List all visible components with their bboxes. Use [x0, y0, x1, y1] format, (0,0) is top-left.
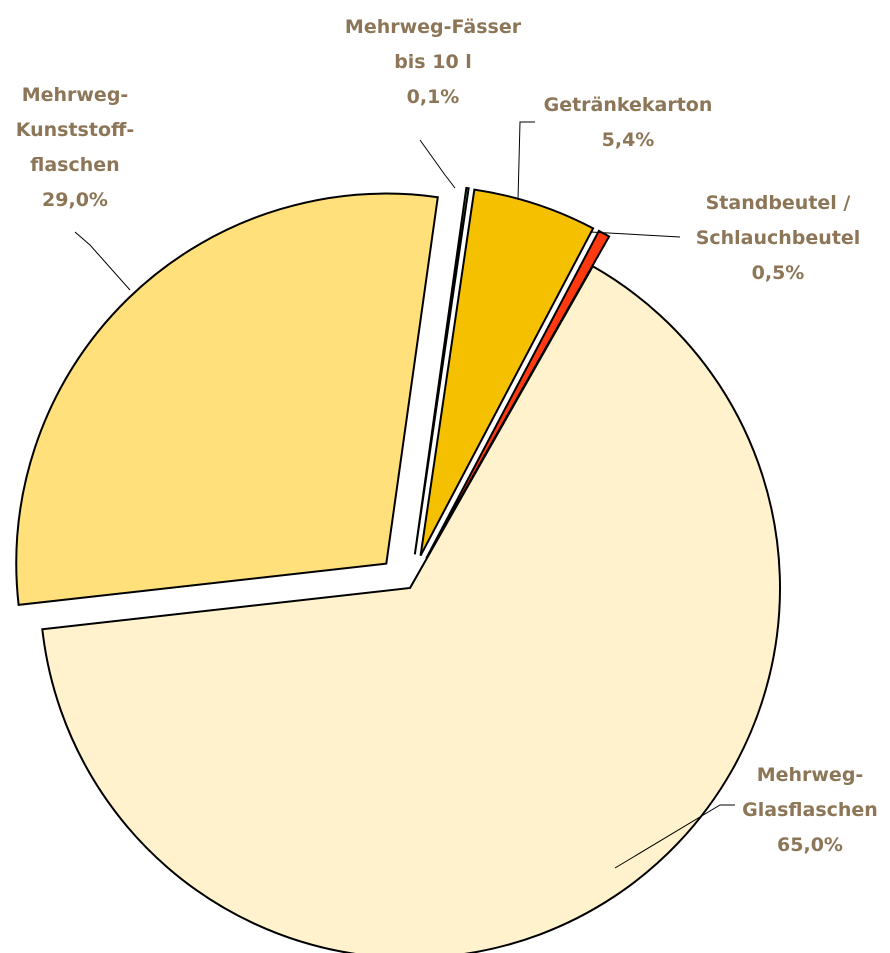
data-label: Standbeutel / Schlauchbeutel 0,5%: [696, 186, 861, 291]
leader-line: [517, 121, 535, 201]
pie-slice: [419, 188, 595, 557]
data-label: Getränkekarton 5,4%: [544, 88, 713, 158]
label-value: 65,0%: [777, 834, 843, 856]
label-name: Standbeutel / Schlauchbeutel: [695, 192, 861, 249]
pie-slice: [41, 264, 781, 953]
leader-line: [589, 231, 681, 238]
label-value: 5,4%: [601, 129, 655, 151]
pie-slice: [425, 229, 611, 559]
label-value: 29,0%: [42, 189, 108, 211]
label-name: Getränkekarton: [543, 94, 713, 116]
data-label: Mehrweg-Fässer bis 10 l 0,1%: [345, 10, 521, 115]
pie-slice: [15, 192, 439, 606]
leader-line: [614, 804, 735, 869]
label-value: 0,5%: [751, 262, 805, 284]
label-name: Mehrweg-Fässer bis 10 l: [344, 16, 522, 73]
label-value: 0,1%: [406, 86, 460, 108]
leader-line: [74, 231, 131, 291]
label-name: Mehrweg- Kunststoff- flaschen: [15, 84, 135, 176]
data-label: Mehrweg- Glasflaschen 65,0%: [742, 758, 878, 863]
data-label: Mehrweg- Kunststoff- flaschen 29,0%: [16, 78, 135, 218]
label-name: Mehrweg- Glasflaschen: [742, 764, 878, 821]
pie-slice: [413, 186, 470, 555]
leader-line: [419, 139, 456, 189]
